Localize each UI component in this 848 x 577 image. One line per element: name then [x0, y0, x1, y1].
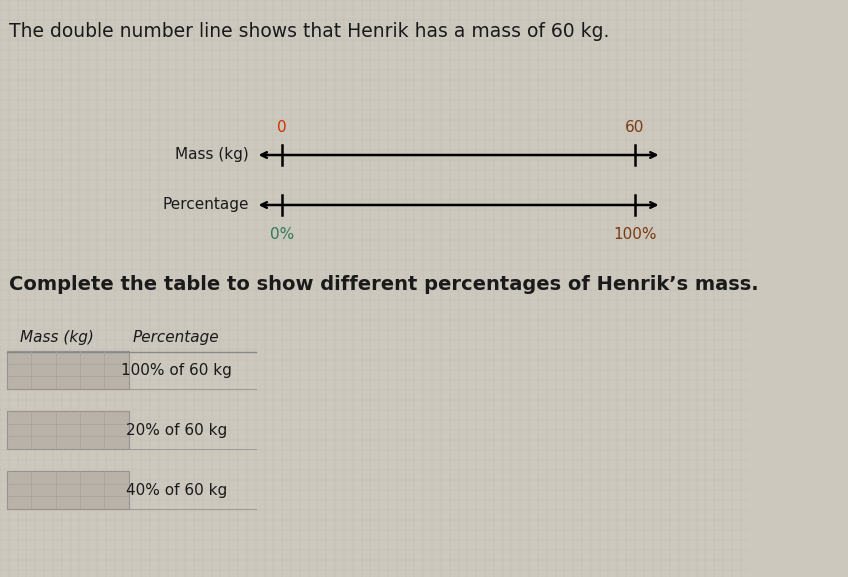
Bar [7, 411, 129, 449]
Text: 100% of 60 kg: 100% of 60 kg [121, 362, 232, 377]
Text: Percentage: Percentage [162, 197, 248, 212]
Text: 60: 60 [625, 120, 644, 135]
Text: 20% of 60 kg: 20% of 60 kg [126, 422, 227, 437]
Text: 100%: 100% [613, 227, 656, 242]
Text: 0: 0 [277, 120, 287, 135]
Text: Mass (kg): Mass (kg) [20, 330, 94, 345]
Bar [7, 471, 129, 509]
Text: Mass (kg): Mass (kg) [175, 148, 248, 163]
Text: 40% of 60 kg: 40% of 60 kg [126, 482, 227, 497]
Text: Complete the table to show different percentages of Henrik’s mass.: Complete the table to show different per… [8, 275, 758, 294]
Text: Percentage: Percentage [133, 330, 220, 345]
Text: 0%: 0% [270, 227, 294, 242]
Text: The double number line shows that Henrik has a mass of 60 kg.: The double number line shows that Henrik… [8, 22, 609, 41]
Bar [7, 351, 129, 389]
